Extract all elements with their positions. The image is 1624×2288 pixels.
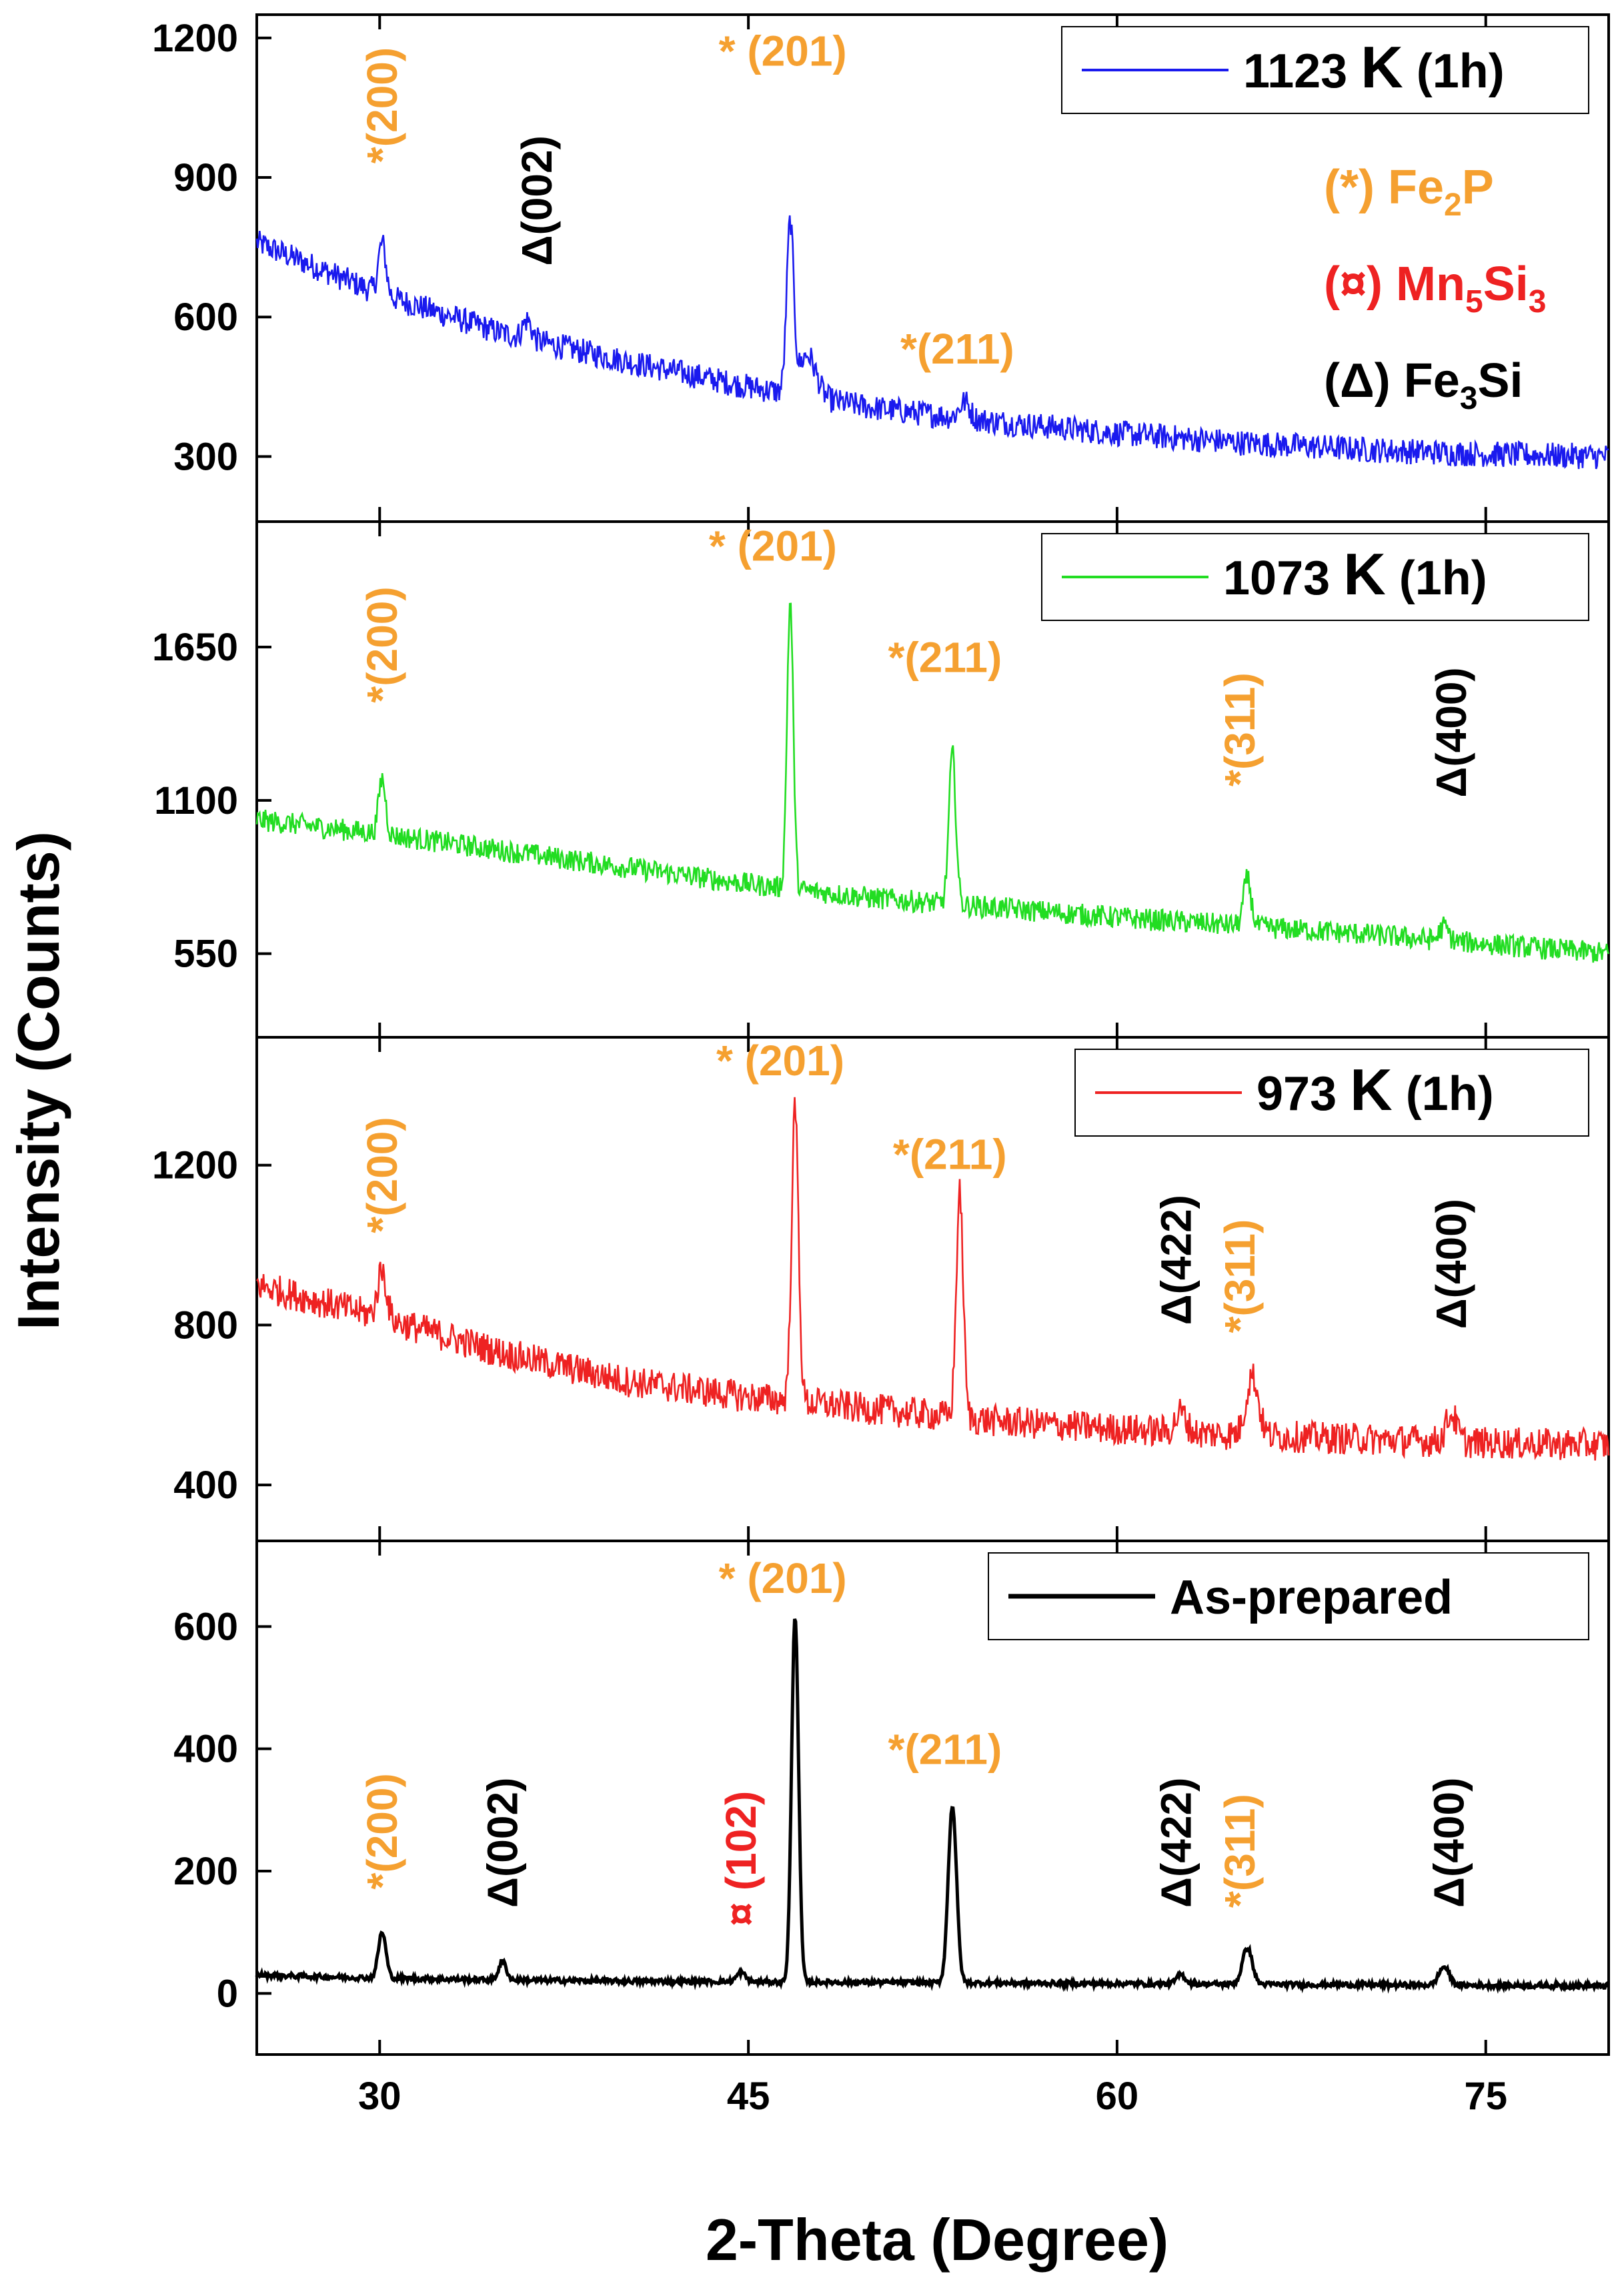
- phase-key: (*) Fe2P(¤) Mn5Si3(Δ) Fe3Si: [1324, 161, 1546, 416]
- legend-part: (1h): [1393, 1067, 1494, 1121]
- peak-label: *(311): [1216, 1794, 1264, 1908]
- peak-label: *(311): [1216, 672, 1264, 786]
- peak-label: Δ(002): [513, 135, 561, 265]
- series-line: [255, 1618, 1609, 1994]
- legend-part: (1h): [1403, 45, 1505, 98]
- y-tick-label: 300: [173, 435, 238, 478]
- phase-gap: [1375, 161, 1388, 214]
- x-axis-title: 2-Theta (Degree): [706, 2207, 1168, 2273]
- legend-part: K: [1361, 34, 1403, 100]
- peak-label: *(200): [358, 1773, 406, 1889]
- legend-part: K: [1343, 541, 1386, 607]
- legend-part: (1h): [1386, 552, 1487, 605]
- panel-frame: [255, 1540, 1610, 2056]
- phase-name: Fe: [1388, 161, 1444, 214]
- x-tick-label: 30: [358, 2075, 401, 2118]
- phase-subscript: 5: [1465, 284, 1483, 320]
- y-tick-label: 0: [217, 1972, 238, 2015]
- y-tick-label: 1100: [154, 779, 238, 822]
- y-axis-title: Intensity (Counts): [5, 831, 71, 1330]
- x-tick-label: 45: [727, 2075, 770, 2118]
- panel-0: 300 600 900 1200 *(200) Δ(002) * (201) *(211) 11…: [152, 13, 1610, 523]
- peak-label: *(211): [888, 1726, 1002, 1774]
- series-line: [255, 1097, 1610, 1461]
- legend-entry: 1123 K (1h): [1243, 34, 1505, 100]
- x-tick-label: 75: [1464, 2075, 1507, 2118]
- legend-entry: 1073 K (1h): [1223, 541, 1487, 607]
- peak-label: Δ(400): [1425, 1778, 1473, 1908]
- phase-gap: [1391, 354, 1404, 408]
- legend-part: K: [1350, 1057, 1393, 1123]
- peak-label: *(311): [1216, 1219, 1264, 1333]
- peak-label: * (201): [716, 1037, 844, 1085]
- peak-label: Δ(422): [1152, 1778, 1200, 1908]
- panel-3: 0 200 400 600 * (201) *(200) Δ(002) ¤ (102) *(21…: [173, 1540, 1610, 2056]
- phase-tail: Si: [1477, 354, 1523, 408]
- legend-entry: 973 K (1h): [1257, 1057, 1494, 1123]
- y-tick-label: 600: [173, 296, 238, 339]
- y-tick-label: 800: [173, 1303, 238, 1347]
- phase-tail: Si: [1483, 257, 1529, 311]
- peak-label: * (201): [719, 27, 847, 75]
- legend-part: 1123: [1243, 45, 1361, 98]
- phase-tail: P: [1462, 161, 1494, 214]
- phase-key-entry: (Δ) Fe3Si: [1324, 354, 1523, 416]
- series-line: [255, 215, 1609, 470]
- legend-part: 973: [1257, 1067, 1350, 1121]
- phase-gap: [1383, 257, 1396, 311]
- phase-name: Fe: [1404, 354, 1460, 408]
- peak-label: Δ(422): [1152, 1195, 1200, 1325]
- legend-part: 1073: [1223, 552, 1343, 605]
- peak-label: ¤ (102): [717, 1791, 765, 1926]
- y-tick-label: 600: [173, 1605, 238, 1648]
- y-tick-label: 1200: [152, 17, 238, 60]
- legend-entry: As-prepared: [1170, 1571, 1453, 1624]
- peak-label: Δ(400): [1427, 667, 1475, 797]
- legend-part: As-prepared: [1170, 1571, 1453, 1624]
- x-tick-label: 60: [1096, 2075, 1139, 2118]
- peak-label: * (201): [719, 1554, 847, 1602]
- y-tick-label: 400: [173, 1728, 238, 1771]
- peak-label: Δ(002): [479, 1778, 527, 1908]
- y-tick-label: 1650: [152, 626, 238, 669]
- peak-label: *(211): [893, 1131, 1007, 1179]
- y-tick-label: 1200: [152, 1144, 238, 1187]
- peak-label: Δ(400): [1427, 1199, 1475, 1329]
- y-tick-label: 400: [173, 1464, 238, 1507]
- phase-subscript: 3: [1460, 381, 1478, 416]
- peak-label: *(200): [358, 1117, 406, 1233]
- phase-subscript-2: 3: [1529, 284, 1547, 320]
- panel-1: 550 1100 1650 * (201) *(200) *(211) *(311) Δ(40…: [152, 520, 1610, 1039]
- panel-2: 400 800 1200 * (201) *(200) *(211) Δ(422) *(311…: [152, 1036, 1610, 1542]
- phase-symbol: (Δ): [1324, 354, 1391, 408]
- y-tick-label: 900: [173, 156, 238, 199]
- y-tick-label: 550: [173, 933, 238, 976]
- phase-subscript: 2: [1444, 187, 1462, 223]
- series-line: [255, 602, 1610, 963]
- phase-key-entry: (¤) Mn5Si3: [1324, 257, 1546, 320]
- peak-label: *(211): [900, 325, 1014, 373]
- peak-label: *(211): [888, 634, 1002, 682]
- phase-symbol: (¤): [1324, 257, 1383, 311]
- y-tick-label: 200: [173, 1850, 238, 1893]
- phase-key-entry: (*) Fe2P: [1324, 161, 1494, 223]
- phase-name: Mn: [1396, 257, 1465, 311]
- peak-label: *(200): [358, 586, 406, 702]
- peak-label: *(200): [358, 47, 406, 163]
- phase-symbol: (*): [1324, 161, 1375, 214]
- peak-label: * (201): [709, 522, 837, 570]
